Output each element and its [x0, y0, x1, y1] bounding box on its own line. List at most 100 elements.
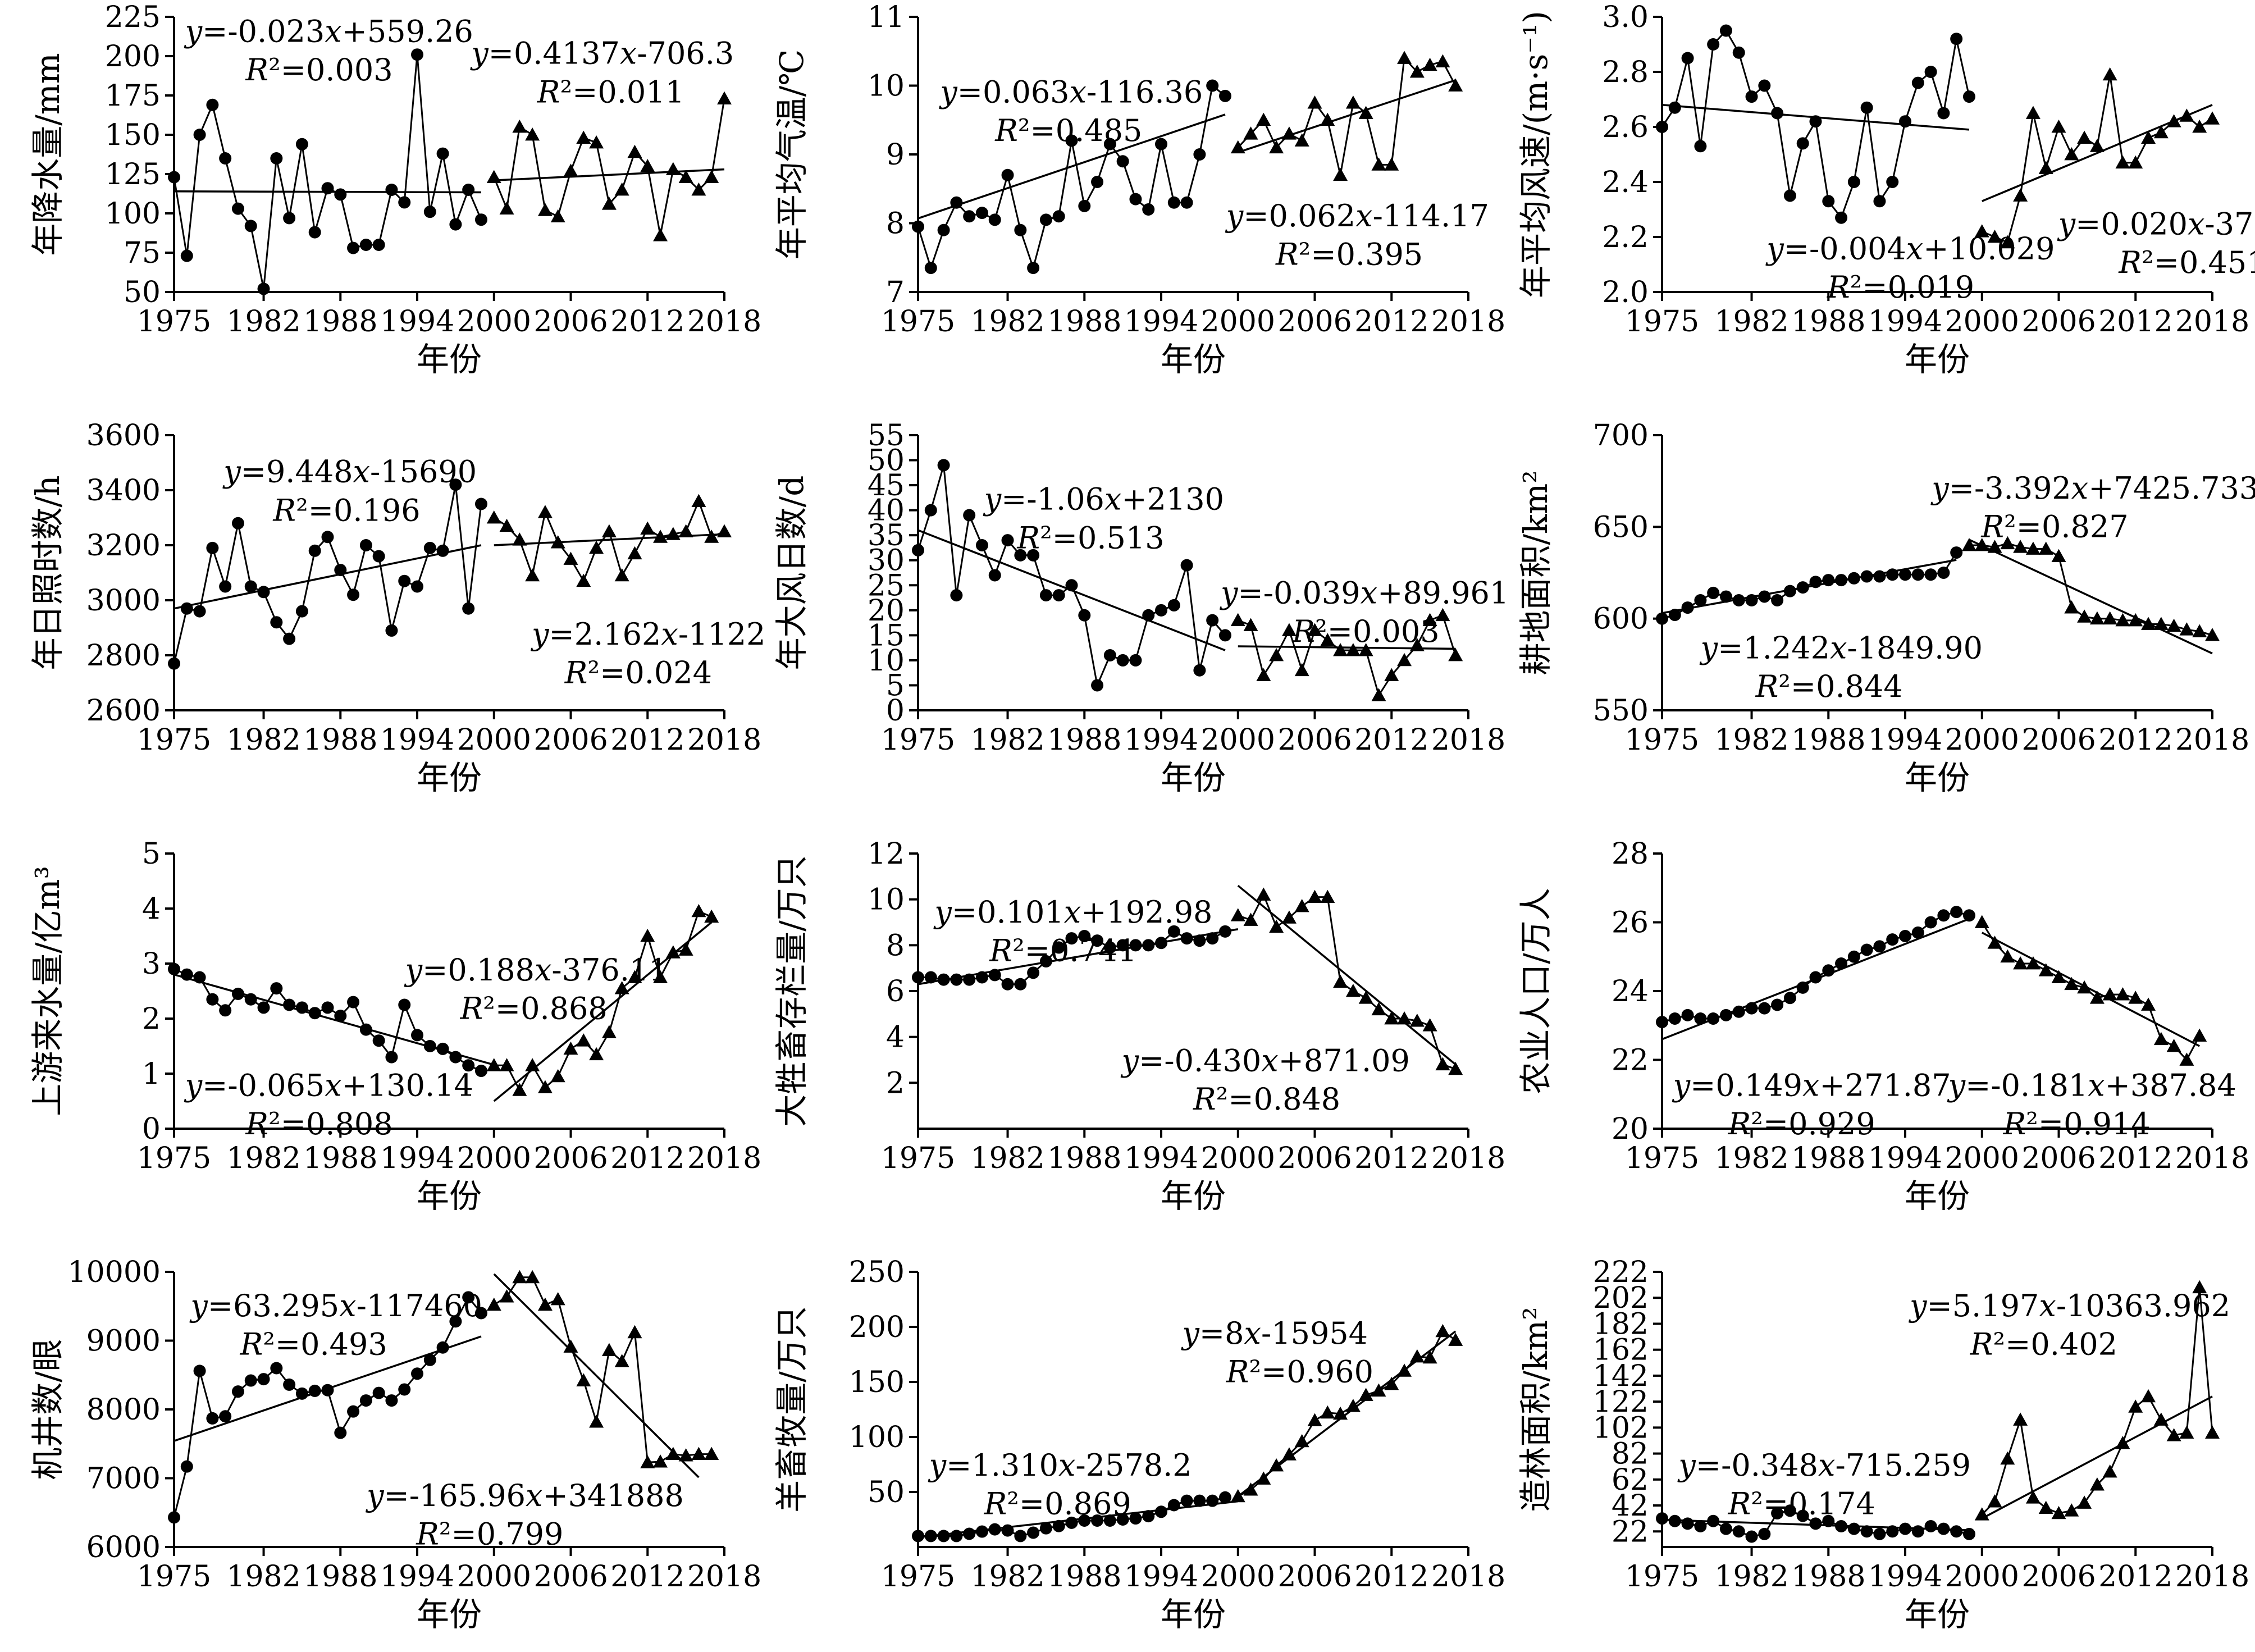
y-tick-label: 55 [868, 419, 905, 453]
y-axis-label: 大牲畜存栏量/万只 [773, 855, 811, 1127]
data-point [589, 135, 604, 149]
data-point [257, 282, 270, 295]
data-point [1052, 589, 1065, 602]
y-tick-label: 50 [868, 444, 905, 478]
y-tick-label: 550 [1593, 694, 1649, 728]
y-tick-label: 10 [868, 883, 905, 917]
x-tick-label: 2018 [1431, 1142, 1505, 1175]
data-point [1409, 1349, 1425, 1363]
series-line [1981, 921, 2201, 1062]
data-point [537, 203, 553, 216]
data-point [1448, 78, 1463, 92]
data-point [1167, 925, 1180, 938]
y-tick-label: 3 [142, 947, 161, 981]
chart-panel-9: 1975 1982 1988 1994 2000 2006 2012 2018 20 22 24 26… [1517, 837, 2249, 1215]
data-point [563, 163, 578, 177]
trend-r-squared: R²=0.844 [1755, 669, 1903, 704]
data-point [2153, 617, 2169, 630]
y-axis-label: 年日照时数/h [29, 476, 67, 670]
data-point [1027, 549, 1040, 562]
trend-r-squared: R²=0.799 [416, 1517, 563, 1552]
trend-equation: y=0.101x+192.98 [933, 895, 1212, 930]
data-point [924, 504, 937, 517]
data-point [1937, 567, 1950, 579]
data-point [1409, 65, 1425, 78]
data-point [1243, 618, 1258, 631]
data-point [665, 945, 681, 959]
data-point [2064, 147, 2079, 161]
data-point [1180, 196, 1193, 209]
data-point [1206, 79, 1219, 92]
data-point [1218, 629, 1231, 642]
x-tick-label: 2000 [1945, 723, 2019, 757]
data-point [1371, 1002, 1386, 1016]
x-tick-label: 1988 [303, 1560, 377, 1594]
data-point [1771, 107, 1784, 120]
data-point [1307, 95, 1322, 109]
x-axis-label: 年份 [417, 1595, 482, 1633]
x-tick-label: 2018 [687, 1560, 761, 1594]
y-tick-label: 2 [886, 1066, 905, 1100]
y-axis-label: 年平均气温/℃ [773, 49, 811, 259]
data-point [1358, 106, 1373, 119]
data-point [1129, 1512, 1142, 1525]
data-point [1243, 1482, 1258, 1496]
x-axis-label: 年份 [1161, 1177, 1226, 1215]
data-point [537, 1080, 553, 1093]
trend-r-squared: R²=0.493 [240, 1326, 387, 1362]
data-point [1256, 668, 1271, 682]
data-point [1320, 889, 1335, 903]
series-line [1661, 911, 1970, 1023]
data-point [2064, 976, 2079, 991]
data-point [1281, 623, 1297, 636]
data-point [347, 241, 360, 254]
data-point [1448, 648, 1463, 661]
data-point [1091, 934, 1104, 947]
y-tick-label: 1 [142, 1057, 161, 1091]
data-point [1771, 998, 1784, 1011]
data-point [1129, 193, 1142, 206]
data-point [937, 1530, 950, 1543]
data-point [2089, 139, 2105, 152]
data-point [1962, 90, 1975, 103]
data-point [1656, 1512, 1668, 1525]
x-tick-label: 2018 [687, 723, 761, 757]
y-tick-label: 45 [868, 469, 905, 503]
data-point [2179, 1425, 2194, 1439]
data-point [2166, 1428, 2181, 1441]
data-point [563, 551, 578, 565]
data-point [937, 223, 950, 236]
x-tick-label: 1982 [970, 1560, 1044, 1594]
x-tick-label: 2006 [1277, 305, 1352, 339]
x-tick-label: 2006 [533, 723, 608, 757]
data-point [1091, 176, 1104, 188]
data-point [704, 1446, 719, 1461]
data-point [550, 209, 565, 222]
trend-equation: y=-0.181x+387.84 [1947, 1068, 2236, 1103]
data-point [1307, 1413, 1322, 1426]
data-point [168, 657, 180, 670]
data-point [1142, 203, 1155, 216]
data-point [614, 182, 629, 196]
data-point [512, 120, 527, 133]
data-point [2192, 624, 2207, 637]
data-point [537, 1297, 553, 1311]
y-tick-label: 200 [105, 40, 161, 74]
trend-line [1981, 932, 2201, 1047]
data-point [1345, 643, 1361, 656]
x-tick-label: 1982 [226, 1142, 300, 1175]
data-point [1371, 157, 1386, 171]
data-point [257, 1001, 270, 1014]
y-tick-label: 0 [142, 1112, 161, 1146]
data-point [1256, 112, 1271, 126]
data-point [1155, 1505, 1168, 1518]
data-point [1435, 1057, 1450, 1071]
data-point [2000, 1451, 2015, 1465]
y-tick-label: 142 [1593, 1359, 1649, 1393]
data-point [2064, 600, 2079, 614]
data-point [1193, 1494, 1206, 1507]
y-tick-label: 25 [868, 569, 905, 603]
data-point [601, 1343, 617, 1357]
data-point [1039, 213, 1052, 226]
y-tick-label: 20 [868, 594, 905, 628]
